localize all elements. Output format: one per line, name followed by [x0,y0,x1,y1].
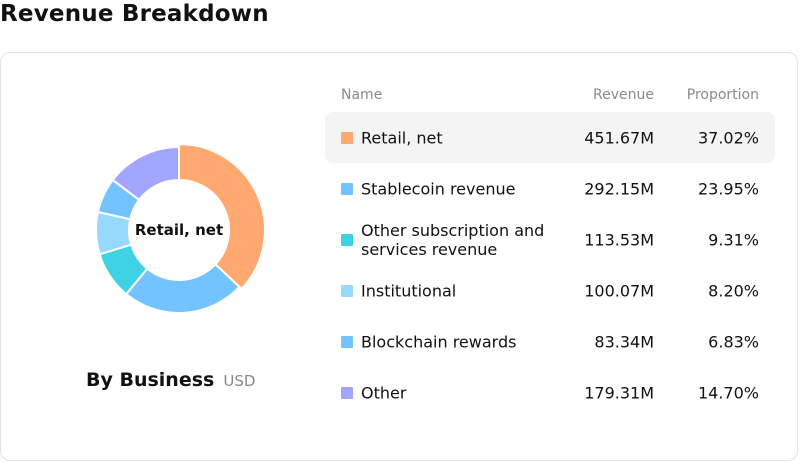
row-proportion: 23.95% [697,179,759,198]
row-name: Other [361,383,407,402]
row-name: Retail, net [361,128,443,147]
table-row[interactable]: Other 179.31M 14.70% [325,367,775,418]
row-proportion: 6.83% [708,332,759,351]
table-row[interactable]: Retail, net 451.67M 37.02% [325,112,775,163]
row-revenue: 100.07M [584,281,654,300]
row-revenue: 451.67M [584,128,654,147]
row-name: Blockchain rewards [361,332,517,351]
row-revenue: 179.31M [584,383,654,402]
currency-unit: USD [223,372,256,390]
row-proportion: 9.31% [708,230,759,249]
legend-swatch [341,183,353,195]
breakdown-table: Name Revenue Proportion Retail, net 451.… [325,80,775,418]
chart-title: By Business [86,369,215,391]
donut-center-label: Retail, net [134,221,224,239]
row-proportion: 8.20% [708,281,759,300]
row-proportion: 37.02% [697,128,759,147]
row-proportion: 14.70% [697,383,759,402]
legend-swatch [341,132,353,144]
row-revenue: 113.53M [584,230,654,249]
header-revenue: Revenue [593,87,654,103]
row-revenue: 292.15M [584,179,654,198]
legend-swatch [341,387,353,399]
header-name: Name [341,87,383,103]
table-row[interactable]: Institutional 100.07M 8.20% [325,265,775,316]
donut-svg [95,145,264,314]
donut-slice-5[interactable] [111,145,180,202]
row-revenue: 83.34M [594,332,654,351]
row-name: Stablecoin revenue [361,179,516,198]
legend-swatch [341,234,353,246]
table-header: Name Revenue Proportion [325,80,775,112]
row-name: Other subscription and services revenue [361,220,545,259]
page-title: Revenue Breakdown [0,1,269,27]
header-proportion: Proportion [686,87,759,103]
chart-caption: By Business USD [86,369,255,391]
table-row[interactable]: Blockchain rewards 83.34M 6.83% [325,316,775,367]
donut-chart: Retail, net [94,145,264,315]
row-name: Institutional [361,281,457,300]
donut-slice-0[interactable] [178,145,264,291]
revenue-card [0,52,798,461]
table-row[interactable]: Other subscription and services revenue … [325,214,775,265]
legend-swatch [341,285,353,297]
table-row[interactable]: Stablecoin revenue 292.15M 23.95% [325,163,775,214]
legend-swatch [341,336,353,348]
